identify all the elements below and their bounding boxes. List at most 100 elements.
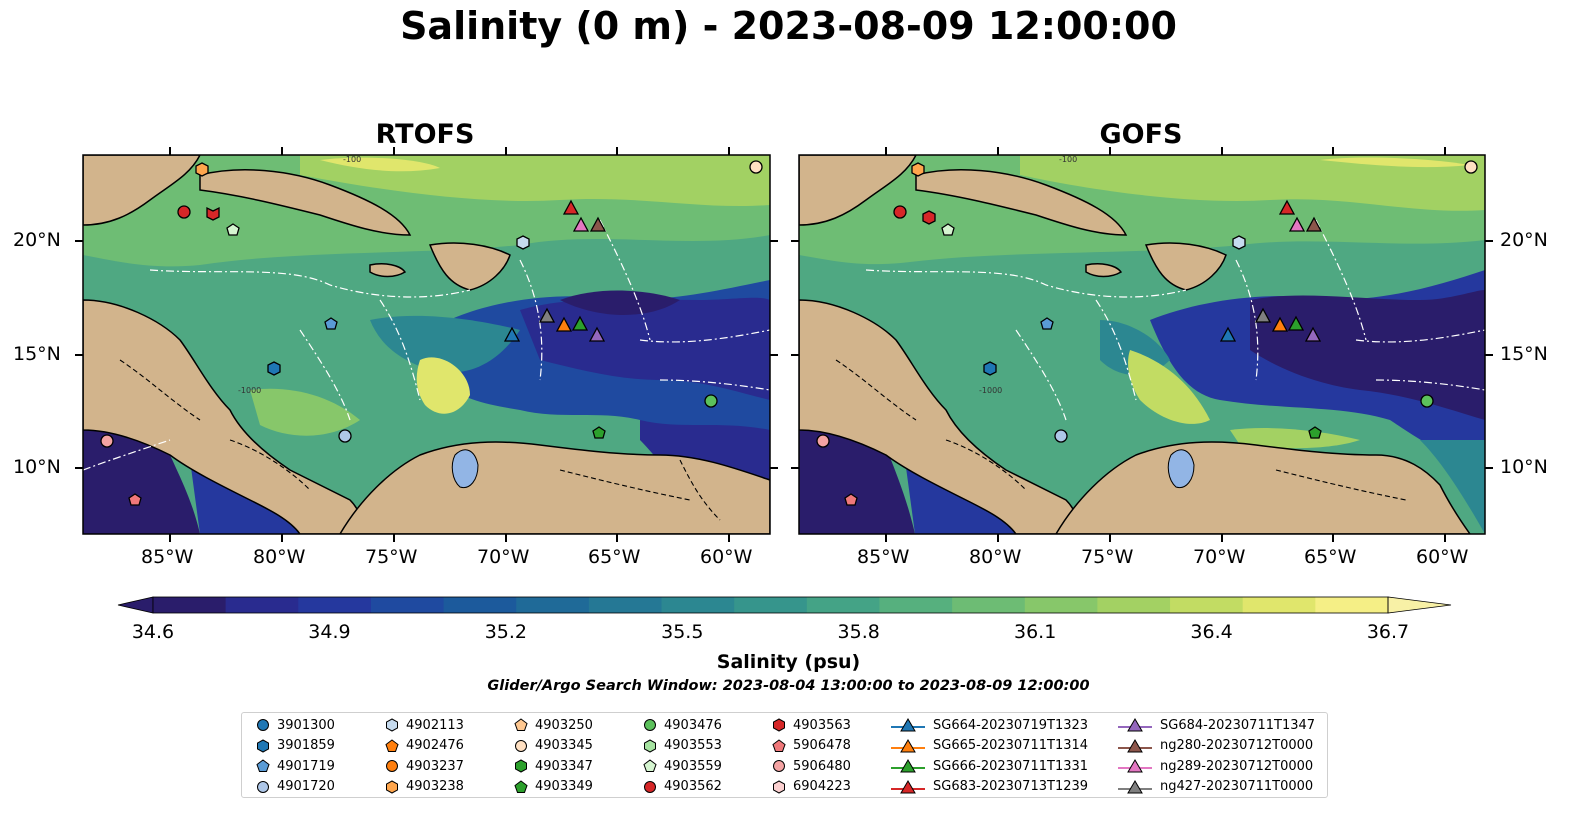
legend-label: 4903553 <box>664 738 722 753</box>
rtofs-markers <box>100 160 763 506</box>
triangle-marker-icon <box>1117 758 1160 774</box>
marker-sg684 <box>588 326 606 342</box>
legend-item: ng280-20230712T0000 <box>1117 736 1313 756</box>
marker-sg664 <box>503 326 521 342</box>
pentagon-marker-icon <box>643 759 664 773</box>
gofs-markers <box>816 160 1478 506</box>
triangle-marker-icon <box>1117 779 1160 795</box>
colorbar-tick-label: 35.8 <box>837 621 880 643</box>
marker-ng289 <box>572 216 590 232</box>
colorbar-cell <box>153 597 227 613</box>
marker-sg665 <box>1271 316 1289 332</box>
marker-4901720 <box>1054 429 1068 443</box>
lat-tick-label: 10°N <box>1500 456 1548 478</box>
marker-4903345 <box>749 160 763 174</box>
colorbar-cell <box>879 597 953 613</box>
lat-tick-label: 15°N <box>13 343 61 365</box>
legend-item: 4901719 <box>256 756 335 776</box>
legend-item: SG665-20230711T1314 <box>890 736 1088 756</box>
marker-5906480 <box>100 434 114 448</box>
colorbar-tick-label: 35.5 <box>661 621 704 643</box>
colorbar-cell <box>952 597 1026 613</box>
colorbar-tick-label: 36.4 <box>1190 621 1233 643</box>
contour-label: -1000 <box>238 386 261 395</box>
legend-label: 4902476 <box>406 738 464 753</box>
marker-ng280 <box>589 216 607 232</box>
legend-label: 5906478 <box>793 738 851 753</box>
legend-item: SG664-20230719T1323 <box>890 715 1088 735</box>
colorbar-cell <box>1097 597 1171 613</box>
colorbar-cell <box>734 597 808 613</box>
legend-label: 4903562 <box>664 779 722 794</box>
triangle-marker-icon <box>890 758 933 774</box>
colorbar-cell <box>1242 597 1316 613</box>
marker-4903476 <box>704 394 718 408</box>
circle-marker-icon <box>514 739 535 753</box>
lon-tick-label: 80°W <box>969 546 1022 568</box>
marker-4901720 <box>338 429 352 443</box>
lat-tick-label: 20°N <box>1500 229 1548 251</box>
legend-item: ng289-20230712T0000 <box>1117 756 1313 776</box>
legend-label: 4901720 <box>277 779 335 794</box>
lon-tick-label: 75°W <box>365 546 418 568</box>
contour-label: -100 <box>343 155 361 164</box>
panel-title-gofs: GOFS <box>1099 119 1183 150</box>
colorbar-tick-label: 36.7 <box>1366 621 1410 643</box>
colorbar-cell <box>443 597 517 613</box>
legend-label: SG665-20230711T1314 <box>933 738 1089 753</box>
pentagon-marker-icon <box>514 779 535 794</box>
marker-sg666 <box>571 315 589 331</box>
panel-title-rtofs: RTOFS <box>375 119 475 150</box>
legend-item: 6904223 <box>772 777 851 797</box>
legend-item: 4903250 <box>514 715 593 735</box>
marker-4901719 <box>1040 317 1054 330</box>
legend-item: 4903476 <box>643 715 722 735</box>
legend-item: SG684-20230711T1347 <box>1117 715 1315 735</box>
legend-label: 3901859 <box>277 738 335 753</box>
main-title: Salinity (0 m) - 2023-08-09 12:00:00 <box>400 4 1177 48</box>
marker-ng427 <box>1254 307 1272 323</box>
lon-tick-label: 85°W <box>857 546 910 568</box>
legend-label: 4901719 <box>277 758 335 774</box>
hexagon-marker-icon <box>385 779 406 794</box>
marker-4903559 <box>941 223 955 236</box>
legend-item: 3901300 <box>256 715 335 735</box>
colorbar-cell <box>588 597 663 613</box>
colorbar-cell <box>1170 597 1244 613</box>
legend-label: 4903476 <box>664 717 722 733</box>
marker-sg684 <box>1304 326 1322 342</box>
lon-tick-label: 60°W <box>700 546 753 568</box>
marker-sg665 <box>555 316 573 332</box>
colorbar-cell <box>1315 597 1389 613</box>
lon-tick-label: 65°W <box>588 546 641 568</box>
circle-marker-icon <box>643 780 664 794</box>
gofs-map: -100 -1000 <box>799 155 1485 534</box>
marker-sg666 <box>1287 315 1305 331</box>
legend-label: 4903347 <box>535 758 593 774</box>
colorbar-cell <box>1024 597 1098 613</box>
legend-label: 5906480 <box>793 758 851 774</box>
legend-item: 4903237 <box>385 756 464 776</box>
lon-tick-label: 60°W <box>1416 546 1469 568</box>
triangle-marker-icon <box>1117 738 1160 754</box>
marker-4902113 <box>516 235 530 250</box>
legend-label: 4903559 <box>664 758 722 774</box>
legend-item: 4903238 <box>385 777 464 797</box>
legend-label: 4903349 <box>535 779 593 794</box>
lat-tick-label: 20°N <box>13 229 61 251</box>
legend-label: 3901300 <box>277 717 335 733</box>
pentagon-marker-icon <box>385 738 406 753</box>
marker-3901859 <box>983 361 997 376</box>
legend-label: SG683-20230713T1239 <box>933 779 1089 794</box>
legend-item: 4902113 <box>385 715 464 735</box>
lon-tick-label: 80°W <box>253 546 306 568</box>
search-window-text: Glider/Argo Search Window: 2023-08-04 13… <box>487 678 1090 694</box>
rtofs-map: -100 -1000 <box>83 155 770 534</box>
legend-item: ng427-20230711T0000 <box>1117 777 1313 797</box>
lon-tick-label: 85°W <box>141 546 194 568</box>
legend-label: ng427-20230711T0000 <box>1160 779 1314 794</box>
legend-item: 4903559 <box>643 756 722 776</box>
colorbar-tick-label: 34.9 <box>308 621 351 643</box>
marker-ng427 <box>538 307 556 323</box>
legend-label: ng280-20230712T0000 <box>1160 738 1314 753</box>
